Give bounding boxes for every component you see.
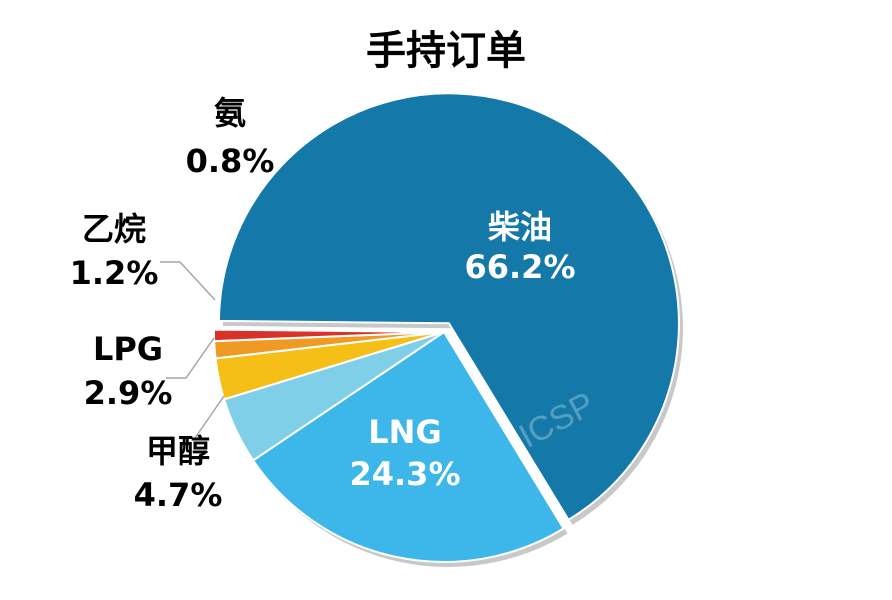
slice-value-5: 1.2% (70, 254, 159, 292)
pie-slices (213, 92, 683, 567)
slice-label-2: LNG (368, 413, 441, 451)
slice-value-6: 0.8% (186, 142, 275, 180)
leader-line-3 (194, 395, 225, 439)
slice-label-4: LPG (93, 330, 163, 368)
leader-line-5 (160, 261, 216, 301)
slice-value-2: 24.3% (349, 455, 460, 493)
slice-label-6: 氨 (214, 94, 246, 132)
slice-label-3: 甲醇 (146, 432, 210, 470)
pie-slice-6 (213, 328, 445, 343)
pie-slice-2 (251, 330, 565, 563)
slice-label-5: 乙烷 (82, 210, 146, 248)
chart-title: 手持订单 (366, 28, 526, 74)
leader-line-4 (166, 337, 215, 379)
slice-label-1: 柴油 (488, 208, 552, 246)
slice-value-3: 4.7% (134, 476, 223, 514)
leader-lines (160, 261, 225, 439)
pie-slice-1 (217, 92, 680, 522)
slice-value-4: 2.9% (84, 374, 173, 412)
slice-value-1: 66.2% (464, 248, 575, 286)
